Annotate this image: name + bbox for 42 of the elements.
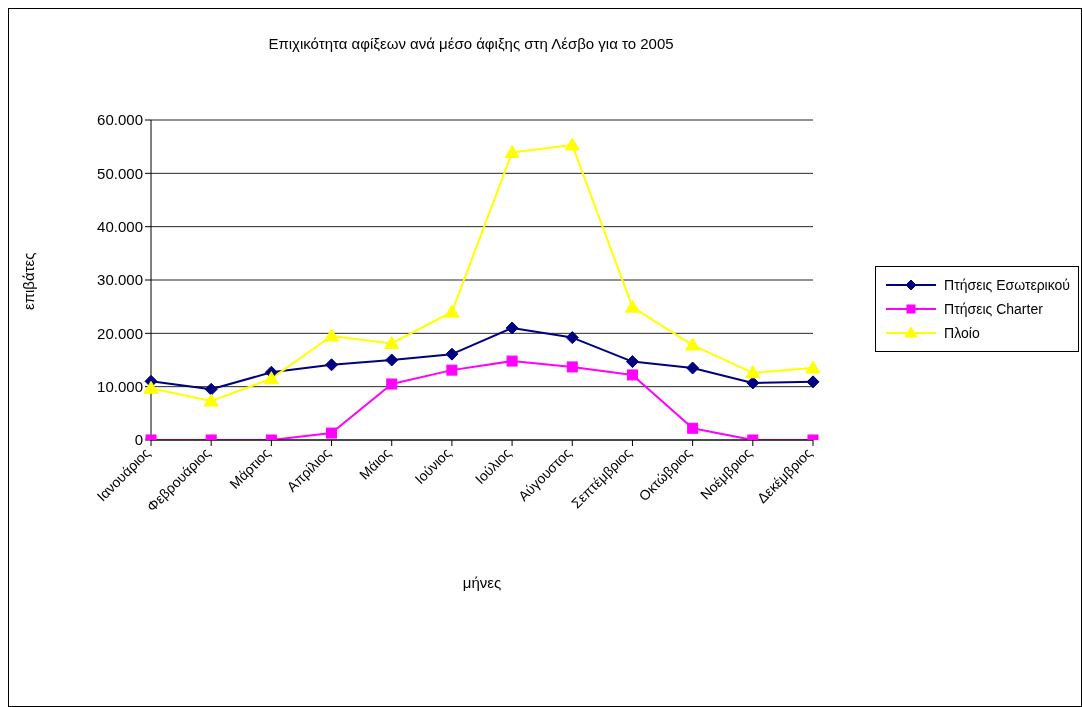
y-tick-label: 40.000	[97, 217, 143, 235]
point	[565, 331, 579, 345]
point	[203, 393, 219, 407]
point	[143, 380, 159, 394]
point	[746, 376, 760, 390]
y-axis-title: επιβάτες	[20, 252, 38, 310]
point	[687, 422, 699, 434]
point	[446, 364, 458, 376]
point	[805, 360, 821, 374]
point	[745, 365, 761, 379]
point	[325, 358, 339, 372]
point	[624, 299, 640, 313]
point	[564, 137, 580, 151]
x-axis-title: μήνες	[462, 574, 502, 591]
point	[625, 355, 639, 369]
y-tick-label: 30.000	[97, 271, 143, 289]
point	[386, 378, 398, 390]
y-tick-label: 0	[134, 431, 143, 449]
point	[444, 304, 460, 318]
point	[566, 361, 578, 373]
point	[505, 321, 519, 335]
point	[626, 369, 638, 381]
y-tick-label: 20.000	[97, 324, 143, 342]
y-tick-label: 10.000	[97, 377, 143, 395]
point	[384, 335, 400, 349]
point	[806, 375, 820, 389]
point	[324, 328, 340, 342]
point	[326, 427, 338, 439]
point	[204, 382, 218, 396]
point	[385, 353, 399, 367]
point	[263, 371, 279, 385]
legend-label: Πτήσεις Charter	[944, 301, 1043, 317]
point	[445, 347, 459, 361]
point	[686, 361, 700, 375]
legend-label: Πλοίο	[944, 325, 980, 341]
point	[685, 337, 701, 351]
y-tick-label: 60.000	[97, 111, 143, 129]
point	[504, 145, 520, 159]
point	[506, 355, 518, 367]
y-tick-label: 50.000	[97, 164, 143, 182]
legend-label: Πτήσεις Εσωτερικού	[944, 277, 1070, 293]
chart-title: Επιχικότητα αφίξεων ανά μέσο άφιξης στη Λέσβο για το 2005	[267, 35, 675, 52]
